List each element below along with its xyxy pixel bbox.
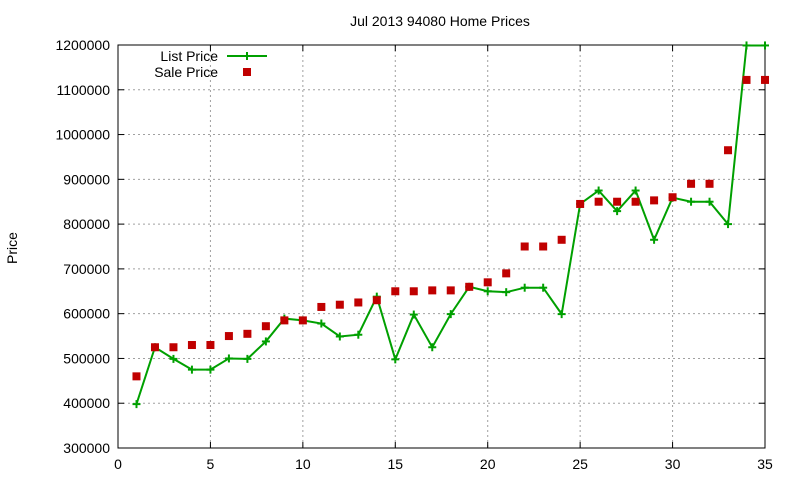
x-tick-label: 20 <box>480 456 496 472</box>
data-point <box>150 343 159 352</box>
data-point <box>520 283 529 292</box>
series-0 <box>132 41 769 409</box>
series-layer <box>132 41 769 409</box>
plot-frame <box>117 44 766 449</box>
y-tick-label: 300000 <box>63 440 110 456</box>
legend-marker <box>243 52 251 60</box>
y-tick-label: 1100000 <box>57 82 111 98</box>
data-point <box>520 242 529 251</box>
data-point <box>206 341 215 350</box>
data-point <box>187 341 196 350</box>
y-tick-label: 500000 <box>63 350 110 366</box>
data-point <box>631 186 640 195</box>
series-1 <box>132 75 769 381</box>
data-point <box>298 316 307 325</box>
data-point <box>335 300 344 309</box>
data-point <box>502 269 511 278</box>
data-point <box>483 287 492 296</box>
data-point <box>335 332 344 341</box>
data-point <box>705 179 714 188</box>
y-tick-label: 1000000 <box>55 127 110 143</box>
data-point <box>354 298 363 307</box>
series-line <box>135 44 765 405</box>
data-point <box>224 354 233 363</box>
data-point <box>594 186 603 195</box>
data-point <box>557 310 566 319</box>
data-point <box>391 355 400 364</box>
data-point <box>132 400 141 409</box>
chart-title: Jul 2013 94080 Home Prices <box>350 13 530 29</box>
data-point <box>261 337 270 346</box>
x-tick-label: 10 <box>295 456 311 472</box>
data-point <box>668 193 677 202</box>
x-tick-label: 35 <box>757 456 773 472</box>
data-point <box>687 197 696 206</box>
data-point <box>409 310 418 319</box>
data-point <box>613 197 622 206</box>
data-point <box>409 287 418 296</box>
data-point <box>761 41 769 50</box>
data-point <box>650 196 659 205</box>
data-point <box>613 207 622 216</box>
data-point <box>354 330 363 339</box>
data-point <box>465 282 474 291</box>
data-point <box>372 296 381 305</box>
data-point <box>169 343 178 352</box>
data-point <box>557 235 566 244</box>
axes-layer: 0 5 10 15 20 25 30 35 300000 400000 500000 600000 70… <box>55 37 773 472</box>
data-point <box>705 197 714 206</box>
x-tick-label: 25 <box>572 456 588 472</box>
legend-label: List Price <box>160 48 218 64</box>
x-tick-label: 30 <box>665 456 681 472</box>
data-point <box>761 75 769 84</box>
x-tick-label: 0 <box>114 456 122 472</box>
data-point <box>187 365 196 374</box>
data-point <box>576 199 585 208</box>
data-point <box>483 278 492 287</box>
data-point <box>446 310 455 319</box>
legend-marker <box>243 68 251 76</box>
data-point <box>539 283 548 292</box>
data-point <box>280 316 289 325</box>
data-point <box>724 146 733 155</box>
data-point <box>742 41 751 50</box>
data-point <box>502 288 511 297</box>
data-point <box>631 197 640 206</box>
data-point <box>428 343 437 352</box>
y-tick-label: 700000 <box>63 261 110 277</box>
data-point <box>132 372 141 381</box>
data-point <box>243 354 252 363</box>
data-point <box>724 220 733 229</box>
y-tick-label: 1200000 <box>55 37 110 53</box>
y-tick-label: 800000 <box>63 216 110 232</box>
y-tick-label: 900000 <box>63 171 110 187</box>
data-point <box>317 319 326 328</box>
data-point <box>391 287 400 296</box>
legend-label: Sale Price <box>154 64 218 80</box>
data-point <box>687 179 696 188</box>
data-point <box>742 75 751 84</box>
y-tick-label: 400000 <box>63 395 110 411</box>
data-point <box>261 322 270 331</box>
data-point <box>650 235 659 244</box>
data-point <box>594 197 603 206</box>
data-point <box>169 354 178 363</box>
grid-layer <box>118 45 765 448</box>
data-point <box>428 286 437 295</box>
data-point <box>317 302 326 311</box>
x-tick-label: 5 <box>207 456 215 472</box>
data-point <box>206 365 215 374</box>
data-point <box>539 242 548 251</box>
data-point <box>243 329 252 338</box>
data-point <box>224 332 233 341</box>
y-tick-label: 600000 <box>63 306 110 322</box>
y-axis-label: Price <box>4 232 20 264</box>
data-point <box>446 286 455 295</box>
x-tick-label: 15 <box>387 456 403 472</box>
